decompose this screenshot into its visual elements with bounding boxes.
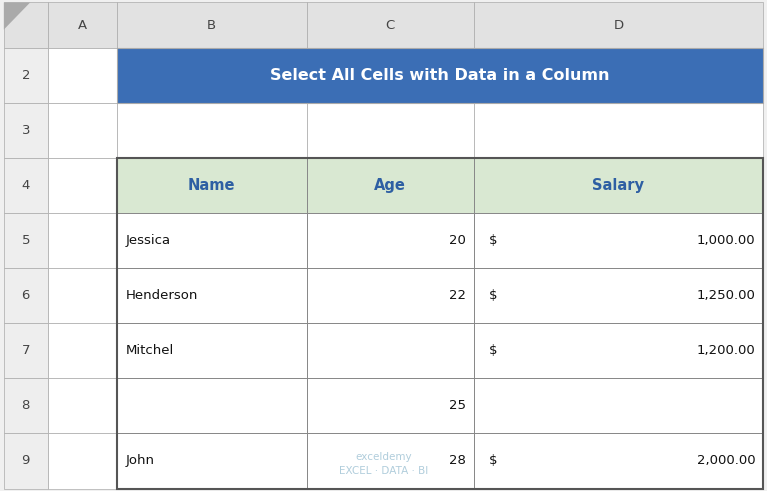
- Bar: [307, 103, 474, 158]
- Text: 5: 5: [21, 234, 30, 247]
- Bar: [4, 323, 48, 378]
- Bar: [117, 158, 307, 213]
- Bar: [307, 323, 474, 378]
- Bar: [117, 2, 307, 48]
- Bar: [474, 213, 763, 268]
- Bar: [307, 48, 474, 103]
- Bar: [474, 48, 763, 103]
- Text: 8: 8: [21, 399, 30, 412]
- Bar: [307, 158, 474, 213]
- Text: A: A: [77, 19, 87, 31]
- Text: 9: 9: [21, 455, 30, 467]
- Bar: [307, 158, 474, 213]
- Text: 3: 3: [21, 124, 30, 137]
- Bar: [117, 378, 307, 434]
- Text: D: D: [614, 19, 624, 31]
- Text: John: John: [126, 455, 155, 467]
- Text: Henderson: Henderson: [126, 289, 199, 302]
- Text: $: $: [489, 455, 498, 467]
- Text: 1,250.00: 1,250.00: [696, 289, 755, 302]
- Bar: [4, 158, 48, 213]
- Text: Jessica: Jessica: [126, 234, 171, 247]
- Bar: [48, 48, 117, 103]
- Text: 4: 4: [21, 179, 30, 192]
- Bar: [474, 323, 763, 378]
- Bar: [474, 268, 763, 323]
- Bar: [117, 268, 307, 323]
- Bar: [117, 158, 763, 489]
- Text: 20: 20: [449, 234, 466, 247]
- Bar: [48, 2, 117, 48]
- Text: Name: Name: [188, 178, 235, 193]
- Bar: [474, 158, 763, 213]
- Text: 28: 28: [449, 455, 466, 467]
- Bar: [48, 323, 117, 378]
- Bar: [307, 268, 474, 323]
- Text: exceldemy
EXCEL · DATA · BI: exceldemy EXCEL · DATA · BI: [339, 452, 428, 476]
- Bar: [4, 103, 48, 158]
- Text: 1,000.00: 1,000.00: [697, 234, 755, 247]
- Text: $: $: [489, 234, 498, 247]
- Bar: [48, 434, 117, 489]
- Text: Select All Cells with Data in a Column: Select All Cells with Data in a Column: [270, 68, 610, 82]
- Text: 1,200.00: 1,200.00: [696, 344, 755, 357]
- Bar: [4, 2, 48, 48]
- Bar: [48, 103, 117, 158]
- Bar: [48, 268, 117, 323]
- Bar: [48, 213, 117, 268]
- Text: 6: 6: [21, 289, 30, 302]
- Polygon shape: [4, 2, 30, 29]
- Bar: [117, 158, 307, 213]
- Bar: [307, 434, 474, 489]
- Text: 2,000.00: 2,000.00: [697, 455, 755, 467]
- Bar: [48, 158, 117, 213]
- Bar: [4, 378, 48, 434]
- Bar: [117, 213, 307, 268]
- Text: Mitchel: Mitchel: [126, 344, 174, 357]
- Bar: [474, 2, 763, 48]
- Bar: [474, 103, 763, 158]
- Bar: [307, 2, 474, 48]
- Bar: [117, 48, 763, 103]
- Bar: [4, 213, 48, 268]
- Text: 25: 25: [449, 399, 466, 412]
- Bar: [307, 378, 474, 434]
- Text: $: $: [489, 344, 498, 357]
- Text: $: $: [489, 289, 498, 302]
- Text: C: C: [386, 19, 395, 31]
- Bar: [48, 378, 117, 434]
- Text: Salary: Salary: [592, 178, 644, 193]
- Bar: [117, 103, 307, 158]
- Text: 7: 7: [21, 344, 30, 357]
- Bar: [117, 434, 307, 489]
- Bar: [474, 158, 763, 213]
- Bar: [117, 323, 307, 378]
- Text: B: B: [207, 19, 216, 31]
- Bar: [4, 48, 48, 103]
- Bar: [474, 378, 763, 434]
- Bar: [4, 268, 48, 323]
- Text: Age: Age: [374, 178, 407, 193]
- Bar: [307, 213, 474, 268]
- Bar: [474, 434, 763, 489]
- Bar: [117, 48, 307, 103]
- Bar: [4, 434, 48, 489]
- Text: 22: 22: [449, 289, 466, 302]
- Text: 2: 2: [21, 69, 30, 82]
